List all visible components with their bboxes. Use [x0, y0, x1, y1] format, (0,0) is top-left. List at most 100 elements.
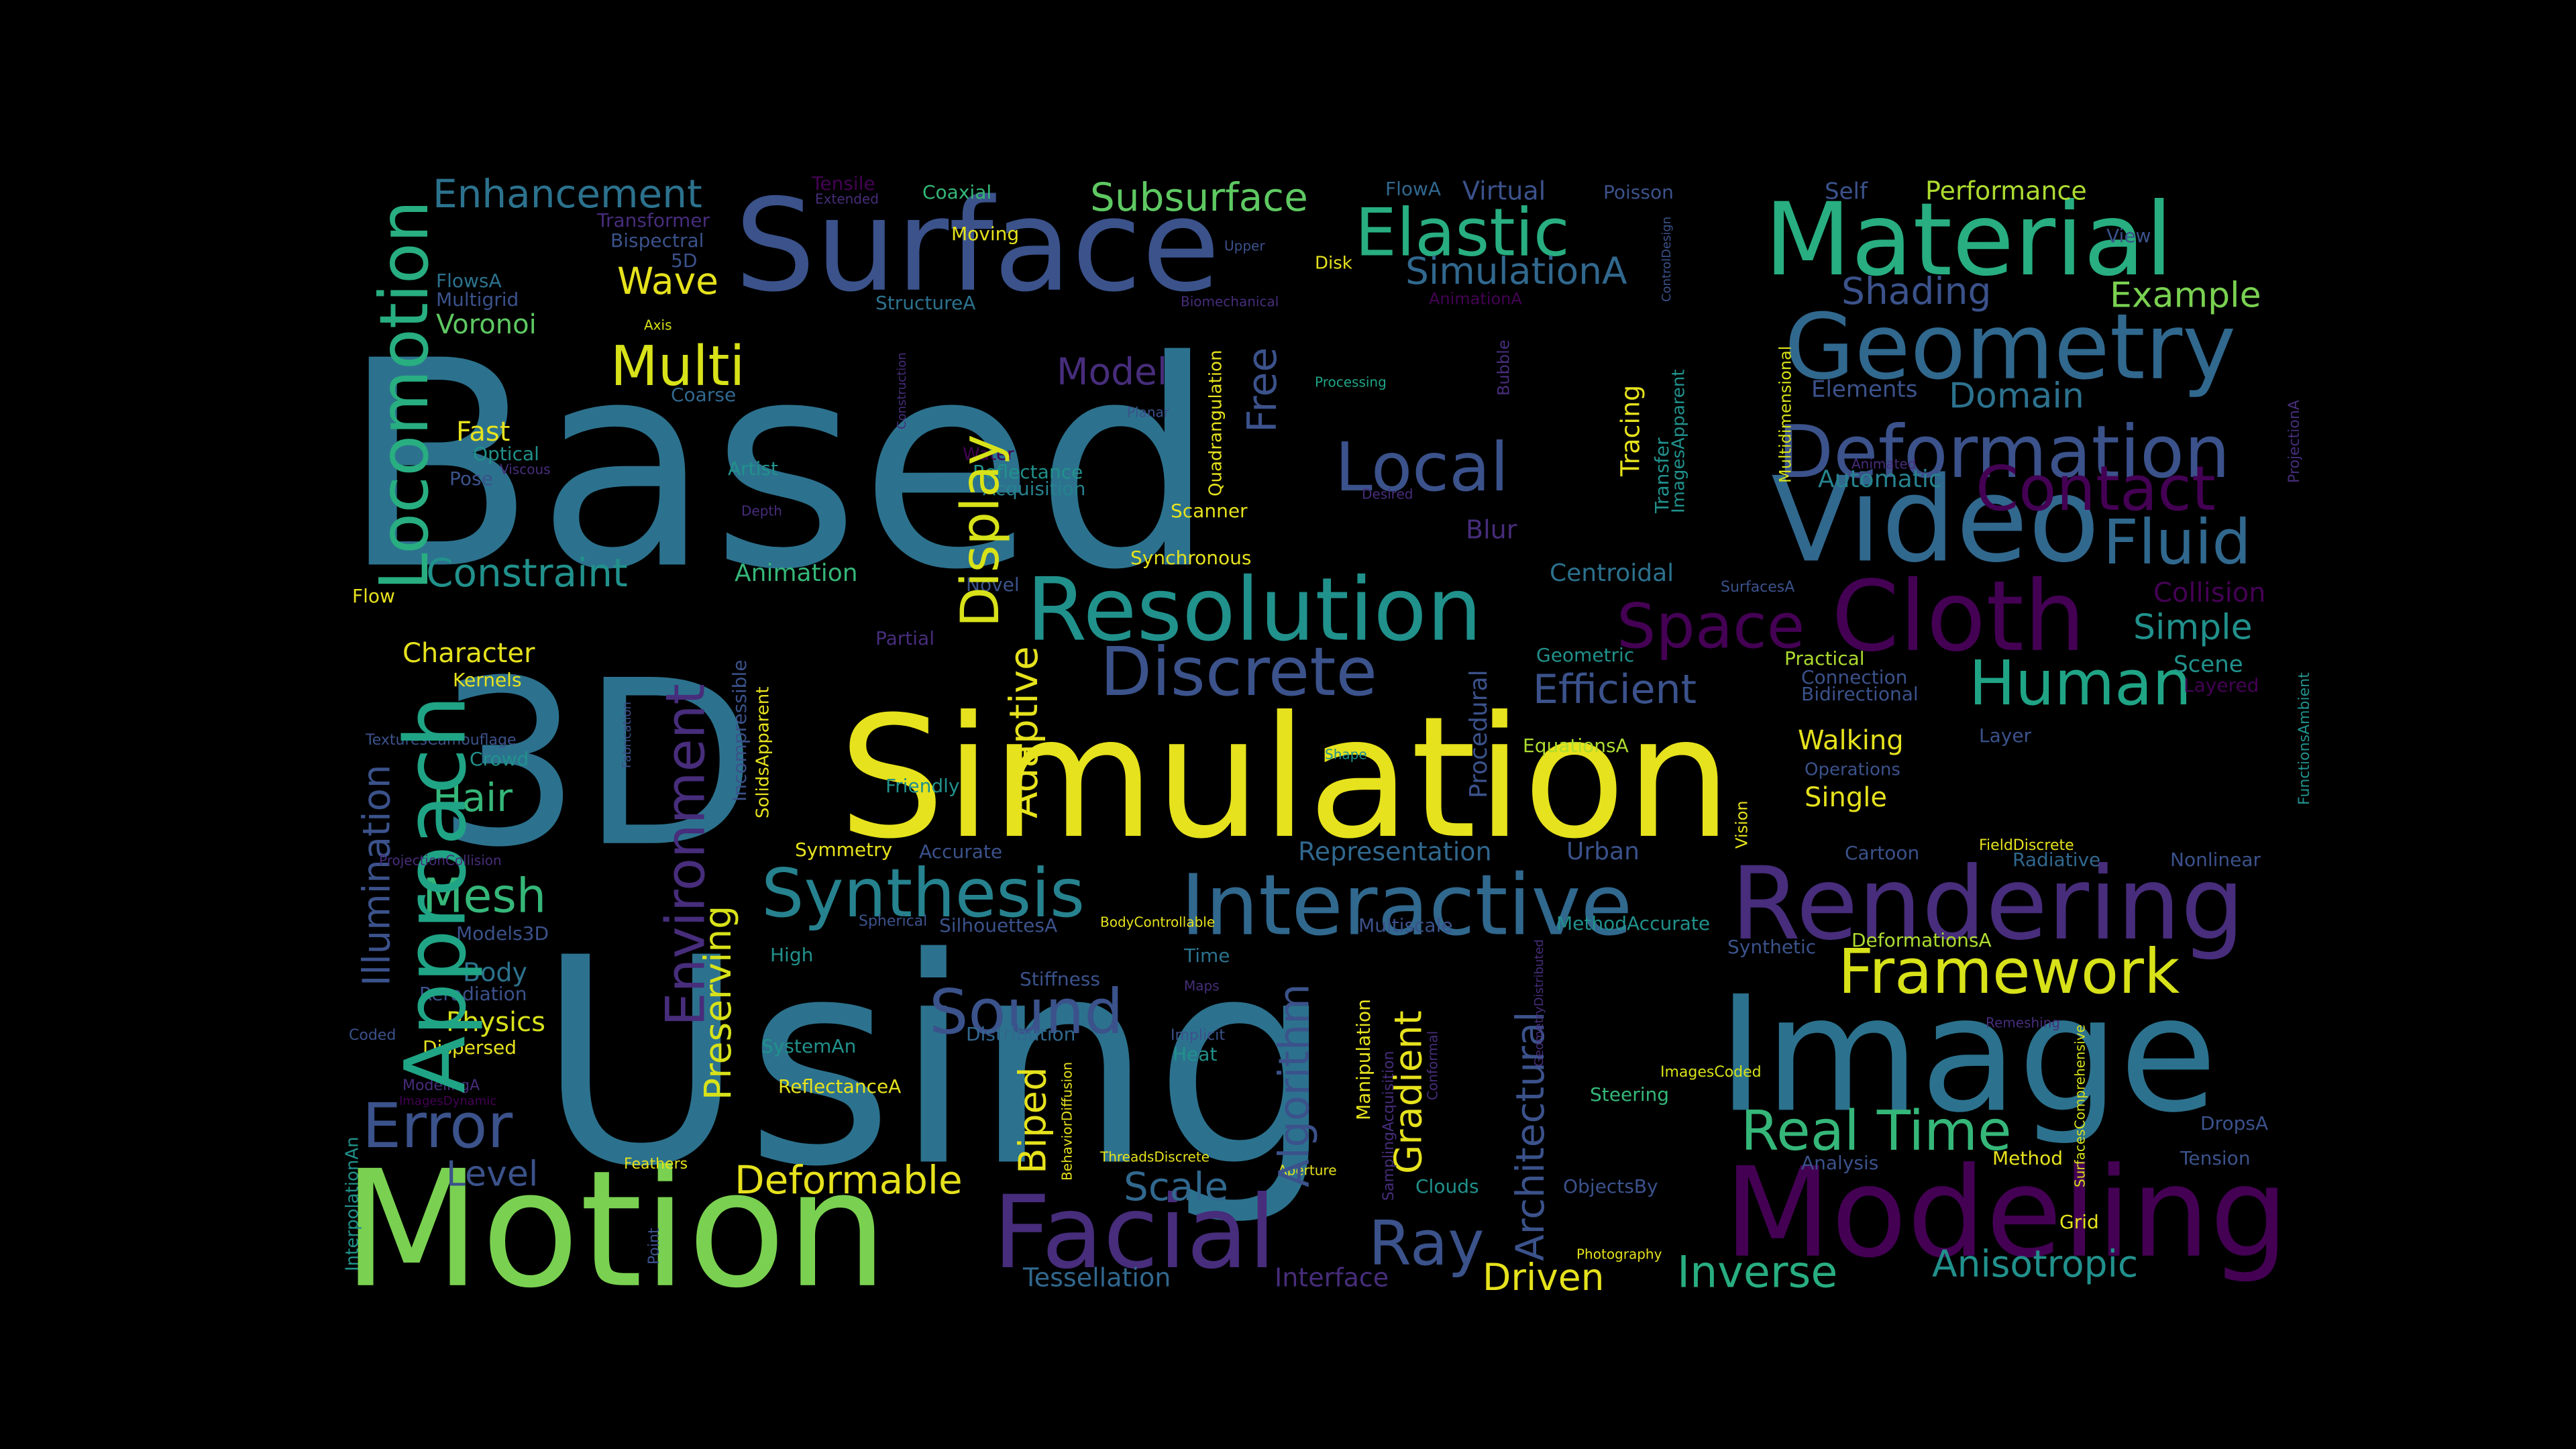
word-quadrangulation: Quadrangulation: [1205, 350, 1226, 496]
word-discrete: Discrete: [1100, 633, 1378, 711]
word-behaviordiffusion: BehaviorDiffusion: [1059, 1061, 1075, 1181]
word-deformable: Deformable: [735, 1157, 963, 1203]
word-human: Human: [1969, 647, 2192, 720]
word-layer: Layer: [1979, 724, 2032, 747]
word-walking: Walking: [1798, 724, 1904, 756]
word-inverse: Inverse: [1677, 1247, 1838, 1298]
word-efficient: Efficient: [1533, 666, 1697, 714]
word-synthetic: Synthetic: [1727, 936, 1817, 959]
word-virtual: Virtual: [1462, 176, 1546, 206]
word-samplingacquisition: SamplingAcquisition: [1381, 1051, 1398, 1201]
word-disk: Disk: [1315, 253, 1352, 274]
word-bodycontrollable: BodyControllable: [1100, 914, 1216, 930]
word-locomotion: Locomotion: [365, 200, 443, 590]
word-optical: Optical: [473, 443, 539, 466]
word-simulation: Simulation: [839, 680, 1732, 875]
word-self: Self: [1825, 178, 1868, 205]
word-projectiona: ProjectionA: [2286, 400, 2304, 483]
word-flowa: FlowA: [1385, 178, 1442, 201]
word-facial: Facial: [993, 1175, 1277, 1291]
word-imagescoded: ImagesCoded: [1660, 1063, 1762, 1081]
word-tracing: Tracing: [1615, 384, 1646, 476]
word-sound: Sound: [929, 976, 1124, 1049]
word-construction: Construction: [895, 352, 910, 429]
word-maps: Maps: [1184, 977, 1220, 994]
word-remeshing: Remeshing: [1986, 1014, 2061, 1031]
word-operations: Operations: [1805, 759, 1900, 780]
word-flow: Flow: [352, 585, 395, 608]
word-deformationsa: DeformationsA: [1851, 929, 1992, 952]
word-using: Using: [537, 898, 1335, 1230]
word-collision: Collision: [2153, 577, 2266, 608]
word-blur: Blur: [1466, 515, 1517, 545]
word-practical: Practical: [1784, 647, 1865, 670]
word-functionsambient: FunctionsAmbient: [2296, 672, 2314, 805]
word-animationa: AnimationA: [1429, 289, 1522, 309]
word-free: Free: [1238, 347, 1286, 433]
word-resolution: Resolution: [1026, 558, 1483, 661]
word-coded: Coded: [349, 1026, 396, 1044]
word-flowsa: FlowsA: [436, 270, 502, 292]
word-planar: Planar: [1127, 404, 1170, 421]
word-material: Material: [1764, 182, 2174, 299]
word-fabrication: Fabrication: [620, 702, 635, 768]
word-local: Local: [1335, 428, 1509, 506]
word-anisotropic: Anisotropic: [1932, 1242, 2139, 1286]
word-water: Water: [963, 444, 1014, 465]
word-model: Model: [1057, 350, 1168, 394]
word-cloth: Cloth: [1831, 559, 2086, 674]
word-deformation: Deformation: [1778, 410, 2231, 494]
word-extended: Extended: [815, 191, 879, 207]
word-constraint: Constraint: [426, 549, 628, 596]
word-aperture: Aperture: [1278, 1162, 1337, 1179]
word-scale: Scale: [1124, 1163, 1229, 1210]
word-interactive: Interactive: [1181, 857, 1633, 955]
word-heat: Heat: [1173, 1043, 1218, 1066]
word-modelinga: ModelingA: [402, 1077, 480, 1094]
word-method: Method: [1992, 1147, 2063, 1170]
word-wave: Wave: [617, 260, 718, 303]
word-modeling: Modeling: [1724, 1140, 2289, 1285]
word-equationsa: EquationsA: [1523, 735, 1629, 757]
word-grid: Grid: [2059, 1211, 2099, 1234]
word-shading: Shading: [1841, 270, 1992, 313]
word-simulationa: SimulationA: [1405, 250, 1627, 293]
word-symmetry: Symmetry: [795, 839, 893, 861]
word-approach: Approach: [387, 695, 485, 1093]
word-bidirectional: Bidirectional: [1801, 683, 1919, 706]
word-interpolationan: InterpolationAn: [342, 1136, 363, 1271]
word-bispectral: Bispectral: [610, 229, 704, 252]
word-tension: Tension: [2180, 1147, 2251, 1170]
word-5d: 5D: [671, 250, 698, 272]
word-rendering: Rendering: [1731, 846, 2245, 963]
word-contact: Contact: [1976, 453, 2216, 525]
word-character: Character: [402, 637, 535, 669]
word-centroidal: Centroidal: [1550, 559, 1674, 587]
word-clouds: Clouds: [1415, 1175, 1479, 1198]
word-view: View: [2106, 225, 2151, 248]
word-display: Display: [950, 434, 1011, 627]
word-acquisition: Acquisition: [983, 478, 1086, 500]
word-time: Time: [1184, 945, 1230, 967]
word-poisson: Poisson: [1603, 181, 1674, 204]
word-distribution: Distribution: [966, 1023, 1076, 1046]
word-interface: Interface: [1275, 1263, 1389, 1293]
word-space: Space: [1617, 590, 1805, 663]
word-driven: Driven: [1483, 1256, 1605, 1299]
word-automatic: Automatic: [1818, 465, 1942, 493]
word-multiscale: Multiscale: [1358, 914, 1453, 937]
word-imagesdynamic: ImagesDynamic: [399, 1093, 497, 1108]
word-hair: Hair: [433, 774, 513, 820]
word-controldesign: ControlDesign: [1660, 216, 1674, 302]
word-manipulation: Manipulation: [1352, 999, 1375, 1120]
word-performance: Performance: [1925, 176, 2087, 206]
word-mesh: Mesh: [423, 868, 547, 924]
word-enhancement: Enhancement: [433, 170, 702, 217]
word-photography: Photography: [1576, 1246, 1662, 1263]
word-based: Based: [341, 301, 1216, 633]
word-synchronous: Synchronous: [1130, 547, 1252, 570]
word-imagesapparent: ImagesApparent: [1668, 369, 1689, 514]
word-models3d: Models3D: [456, 922, 549, 945]
word-vision: Vision: [1732, 800, 1752, 849]
